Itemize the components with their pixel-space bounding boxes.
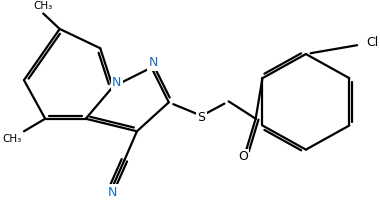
Text: N: N: [108, 186, 117, 199]
Text: N: N: [112, 76, 121, 89]
Text: S: S: [198, 111, 206, 124]
Text: CH₃: CH₃: [34, 1, 53, 10]
Text: CH₃: CH₃: [3, 134, 22, 144]
Text: N: N: [149, 56, 158, 69]
Text: O: O: [238, 150, 248, 163]
Text: Cl: Cl: [367, 36, 379, 49]
